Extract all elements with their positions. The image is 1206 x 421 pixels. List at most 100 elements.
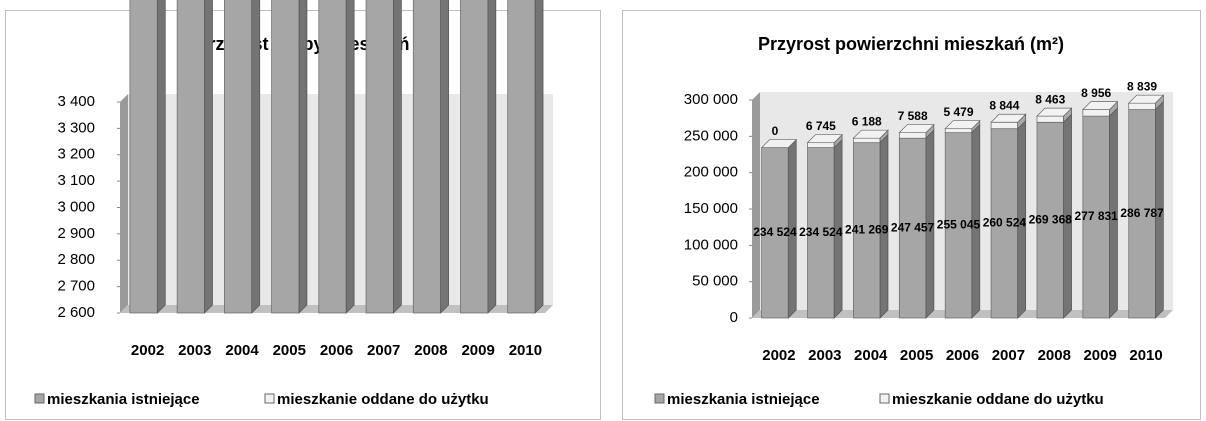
y-tick-label: 3 000 — [57, 198, 95, 215]
value-label: 8 463 — [1035, 92, 1065, 106]
y-tick-label: 2 600 — [57, 304, 95, 321]
value-label: 5 479 — [943, 105, 973, 119]
x-tick-label: 2002 — [131, 342, 164, 359]
x-tick-label: 2007 — [367, 342, 400, 359]
bar-side-shade — [298, 0, 307, 313]
bar — [318, 0, 347, 314]
value-label: 260 524 — [983, 216, 1027, 230]
bar — [365, 0, 394, 314]
x-tick-label: 2009 — [461, 342, 494, 359]
bar — [944, 132, 973, 319]
y-tick-label: 100 000 — [684, 236, 738, 253]
value-label: 8 956 — [1081, 86, 1111, 100]
bar — [129, 0, 158, 314]
bar-top — [806, 134, 843, 144]
bar-side-shade — [880, 130, 889, 143]
legend-swatch — [34, 393, 45, 404]
bar — [1082, 115, 1110, 319]
bar — [1128, 109, 1156, 319]
x-tick-label: 2007 — [992, 347, 1025, 364]
x-tick-label: 2003 — [808, 347, 841, 364]
y-tick-label: 2 800 — [57, 251, 95, 268]
bar-side-shade — [788, 139, 797, 318]
value-label: 234 524 — [753, 225, 797, 239]
bar — [1128, 102, 1156, 110]
bar-side-shade — [971, 120, 980, 133]
bar-side-shade — [1155, 95, 1164, 110]
x-tick-label: 2008 — [414, 342, 447, 359]
value-label: 269 368 — [1029, 212, 1073, 226]
y-tick-label: 250 000 — [684, 127, 738, 144]
bar — [898, 132, 927, 139]
x-tick-label: 2006 — [946, 347, 979, 364]
bar — [412, 0, 441, 314]
value-label: 6 188 — [852, 114, 882, 128]
x-tick-label: 2009 — [1083, 347, 1116, 364]
bar-side — [345, 0, 355, 314]
side-wall — [752, 92, 760, 318]
bar-side-shade — [925, 130, 934, 318]
bar-side-shade — [834, 139, 843, 318]
y-tick-label: 3 100 — [57, 172, 95, 189]
bar-side-shade — [1017, 120, 1026, 319]
bar — [807, 142, 835, 148]
bar-side-shade — [880, 134, 889, 318]
x-tick-label: 2010 — [509, 342, 542, 359]
legend-label: mieszkanie oddane do użytku — [892, 391, 1104, 408]
y-tick-label: 50 000 — [692, 273, 738, 290]
legend-swatch — [654, 393, 665, 404]
y-tick-label: 3 400 — [57, 93, 95, 110]
bar-side — [440, 0, 449, 314]
bar — [224, 0, 253, 314]
bar-top — [760, 139, 798, 148]
bar-side-shade — [535, 0, 544, 313]
y-tick-label: 3 300 — [57, 119, 95, 136]
y-tick-label: 2 700 — [57, 278, 95, 295]
value-label: 8 844 — [989, 98, 1019, 112]
bar — [990, 121, 1019, 130]
y-tick-label: 200 000 — [684, 164, 738, 181]
value-label: 6 745 — [806, 119, 836, 133]
value-label: 255 045 — [937, 218, 981, 232]
legend-swatch — [264, 393, 275, 404]
bar — [1036, 115, 1064, 123]
bar-top — [990, 113, 1027, 123]
chart-title: Przyrost powierzchni mieszkań (m²) — [758, 34, 1064, 54]
bar-top — [944, 120, 981, 130]
legend-label: mieszkanie oddane do użytku — [277, 391, 489, 408]
bar — [1082, 109, 1110, 117]
bar-side — [487, 0, 497, 314]
y-tick-label: 0 — [730, 309, 738, 326]
legend-label: mieszkania istniejące — [47, 391, 200, 408]
bar — [507, 0, 536, 314]
bar-top — [1127, 94, 1165, 104]
y-tick-label: 2 900 — [57, 225, 95, 242]
bar-side — [393, 0, 402, 314]
bar-side-shade — [1017, 114, 1026, 129]
bar-side-shade — [204, 0, 213, 313]
x-tick-label: 2004 — [225, 342, 259, 359]
bar-side-shade — [487, 0, 496, 313]
bar-side-shade — [1063, 114, 1072, 319]
bar-side-shade — [834, 134, 843, 148]
bar-side — [204, 0, 213, 314]
y-tick-label: 300 000 — [684, 91, 738, 108]
bar-side-shade — [157, 0, 166, 313]
bar-side-shade — [925, 124, 934, 139]
x-tick-label: 2006 — [320, 342, 353, 359]
bar-side — [156, 0, 166, 314]
bar-side-shade — [1155, 101, 1164, 319]
bar-side-shade — [1109, 108, 1118, 319]
bar — [853, 137, 881, 144]
bar — [898, 137, 927, 319]
bar-side-shade — [971, 124, 980, 318]
bar — [176, 0, 205, 314]
value-label: 234 524 — [799, 225, 843, 239]
value-label: 7 588 — [898, 109, 928, 123]
x-tick-label: 2010 — [1129, 347, 1162, 364]
bar-top — [1082, 101, 1119, 110]
bar-side-shade — [1109, 101, 1118, 117]
bar-side-shade — [393, 0, 402, 313]
bar — [761, 147, 789, 319]
